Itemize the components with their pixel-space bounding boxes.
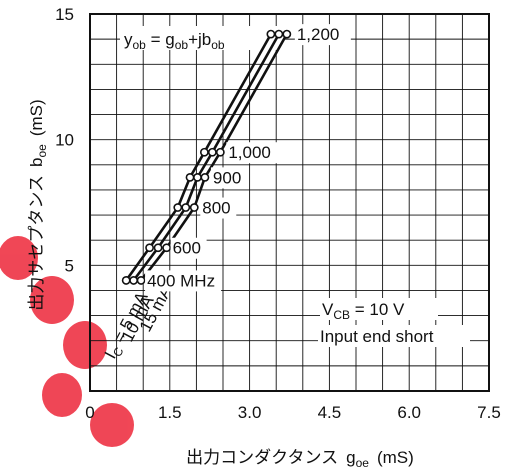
data-point: [136, 276, 146, 285]
x-axis-label: 出力コンダクタンス goe (mS): [186, 448, 414, 470]
frequency-label: 600: [173, 239, 201, 258]
data-point: [274, 29, 284, 39]
data-point: [207, 147, 217, 157]
data-point: [162, 243, 172, 253]
y-tick-label: 10: [55, 131, 74, 150]
y-tick-labels: 5 10 15: [55, 5, 74, 275]
series-curves: [121, 29, 292, 285]
frequency-label: 800: [202, 199, 230, 218]
condition-annotation: Input end short: [320, 327, 434, 346]
x-tick-labels: 0 1.5 3.0 4.5 6.0 7.5: [85, 403, 501, 422]
frequency-label: 1,000: [228, 143, 271, 162]
data-point: [129, 276, 139, 285]
data-point: [199, 147, 209, 157]
frequency-label: 900: [213, 168, 241, 187]
data-point: [266, 29, 276, 39]
data-point: [185, 172, 195, 182]
data-point: [215, 147, 225, 157]
data-point: [153, 243, 163, 253]
data-point: [189, 203, 199, 212]
frequency-label-bg: [200, 197, 237, 219]
condition-box: [318, 325, 470, 347]
formula-box: [120, 26, 284, 50]
frequency-label-bg: [226, 142, 283, 164]
series-line-1: [125, 33, 273, 282]
frequency-label: 1,200: [297, 25, 340, 44]
frequency-label-bg: [210, 167, 247, 189]
vcb-annotation: VCB = 10 V: [322, 300, 405, 322]
data-point: [200, 172, 210, 182]
x-tick-label: 0: [85, 403, 94, 422]
plot-frame: [89, 13, 490, 392]
formula-annotation: yob = gob+jbob: [124, 30, 225, 52]
x-tick-label: 1.5: [158, 403, 182, 422]
vcb-box: [320, 298, 438, 320]
frequency-label-bg: [294, 24, 351, 46]
frequency-label: 400 MHz: [147, 271, 215, 290]
data-point: [181, 203, 191, 212]
series-line-2: [132, 33, 281, 282]
watermark-shapes: [0, 236, 134, 447]
y-axis-label: 出力サセプタンスboe(mS): [27, 99, 49, 310]
y-tick-label: 15: [55, 5, 74, 24]
data-point: [193, 172, 202, 182]
frequency-label-bg: [145, 270, 222, 292]
x-tick-label: 3.0: [238, 403, 262, 422]
data-point: [173, 203, 183, 212]
y-tick-label: 5: [65, 256, 74, 275]
x-tick-label: 4.5: [318, 403, 342, 422]
grid: [90, 14, 489, 391]
x-tick-label: 7.5: [477, 403, 501, 422]
data-point: [145, 243, 154, 253]
x-tick-label: 6.0: [397, 403, 421, 422]
data-point: [121, 276, 131, 285]
frequency-labels: 400 MHz 600 800 900 1,000 1,200: [145, 24, 351, 292]
series-line-3: [140, 33, 288, 282]
data-point: [282, 29, 292, 39]
frequency-label-bg: [170, 237, 207, 259]
